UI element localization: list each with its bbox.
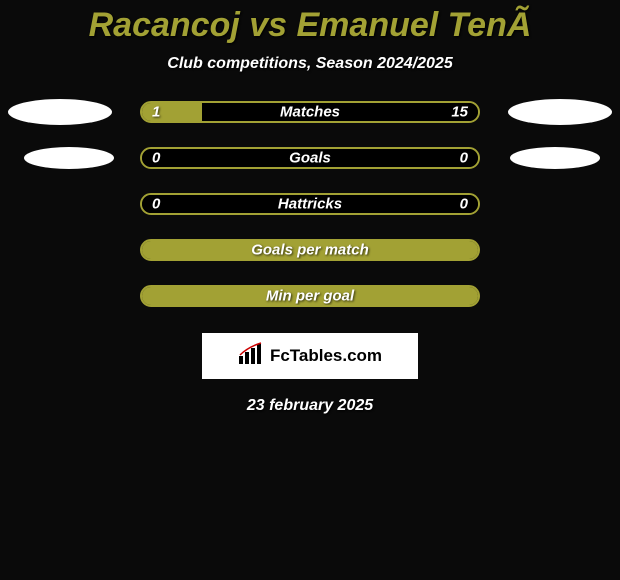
stat-bar: Goals per match bbox=[140, 239, 480, 261]
stat-label: Goals bbox=[289, 150, 331, 167]
stat-value-right: 0 bbox=[460, 196, 468, 213]
page-title: Racancoj vs Emanuel TenÃ bbox=[89, 6, 532, 45]
stat-value-right: 0 bbox=[460, 150, 468, 167]
avatar-oval-left bbox=[24, 147, 114, 169]
stat-bar: Min per goal bbox=[140, 285, 480, 307]
stat-label: Matches bbox=[280, 104, 340, 121]
stat-value-right: 15 bbox=[451, 104, 468, 121]
stat-bar: Hattricks 0 0 bbox=[140, 193, 480, 215]
stat-value-left: 1 bbox=[152, 104, 160, 121]
stat-fill-right bbox=[202, 103, 478, 121]
stat-row: Hattricks 0 0 bbox=[0, 193, 620, 215]
avatar-oval-right bbox=[510, 147, 600, 169]
stat-label: Min per goal bbox=[266, 288, 354, 305]
stat-value-left: 0 bbox=[152, 196, 160, 213]
stat-value-left: 0 bbox=[152, 150, 160, 167]
stats-container: Matches 1 15 Goals 0 0 Hattricks 0 0 Goals per ma… bbox=[0, 101, 620, 307]
page-subtitle: Club competitions, Season 2024/2025 bbox=[167, 55, 452, 73]
snapshot-date: 23 february 2025 bbox=[247, 397, 373, 415]
stat-row: Matches 1 15 bbox=[0, 101, 620, 123]
stat-row: Goals 0 0 bbox=[0, 147, 620, 169]
bar-chart-icon bbox=[238, 342, 264, 371]
avatar-oval-right bbox=[508, 99, 612, 125]
stat-row: Min per goal bbox=[0, 285, 620, 307]
stat-bar: Matches 1 15 bbox=[140, 101, 480, 123]
fctables-logo: FcTables.com bbox=[202, 333, 418, 379]
stat-row: Goals per match bbox=[0, 239, 620, 261]
stat-label: Goals per match bbox=[251, 242, 369, 259]
stat-bar: Goals 0 0 bbox=[140, 147, 480, 169]
logo-text: FcTables.com bbox=[270, 346, 382, 366]
avatar-oval-left bbox=[8, 99, 112, 125]
stat-label: Hattricks bbox=[278, 196, 342, 213]
